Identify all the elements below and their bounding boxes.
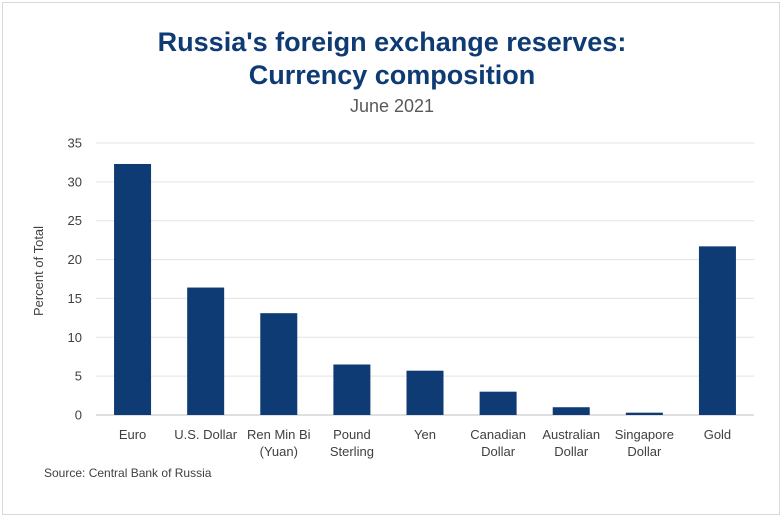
x-tick-label: Dollar (481, 444, 516, 459)
y-tick-label: 20 (68, 252, 82, 267)
x-axis-ticks: Euro U.S. Dollar Ren Min Bi (Yuan) Pound Ster… (119, 427, 731, 459)
y-axis-ticks: 0 5 10 15 20 25 30 35 (68, 136, 82, 423)
bar (698, 246, 736, 415)
bar (406, 370, 444, 415)
y-tick-label: 0 (75, 408, 82, 423)
x-tick-label: Sterling (330, 444, 374, 459)
y-tick-label: 10 (68, 330, 82, 345)
bar (333, 364, 371, 415)
x-tick-label: Dollar (627, 444, 662, 459)
chart-title-line2: Currency composition (248, 60, 536, 90)
x-tick-label: Euro (119, 427, 146, 442)
x-tick-label: Australian (542, 427, 600, 442)
x-tick-label: Dollar (554, 444, 589, 459)
chart-subtitle: June 2021 (349, 96, 435, 116)
y-tick-label: 30 (68, 174, 82, 189)
chart-title-line1: Russia's foreign exchange reserves: (157, 27, 627, 57)
bar (479, 391, 517, 415)
y-tick-label: 35 (68, 136, 82, 151)
y-tick-label: 25 (68, 213, 82, 228)
x-tick-label: Pound (333, 427, 371, 442)
bar (187, 287, 225, 415)
y-tick-label: 15 (68, 291, 82, 306)
x-tick-label: Ren Min Bi (247, 427, 311, 442)
x-tick-label: (Yuan) (260, 444, 298, 459)
bar (552, 407, 590, 415)
chart-title: Russia's foreign exchange reserves: Curr… (0, 26, 784, 92)
bar (114, 163, 152, 415)
bar (625, 412, 663, 415)
x-tick-label: U.S. Dollar (174, 427, 238, 442)
x-tick-label: Singapore (615, 427, 674, 442)
x-tick-label: Canadian (470, 427, 526, 442)
bars (114, 163, 736, 415)
source-note: Source: Central Bank of Russia (44, 466, 212, 480)
x-tick-label: Gold (704, 427, 731, 442)
bar (260, 313, 298, 415)
x-tick-label: Yen (414, 427, 436, 442)
y-axis-label: Percent of Total (31, 226, 46, 316)
y-tick-label: 5 (75, 369, 82, 384)
